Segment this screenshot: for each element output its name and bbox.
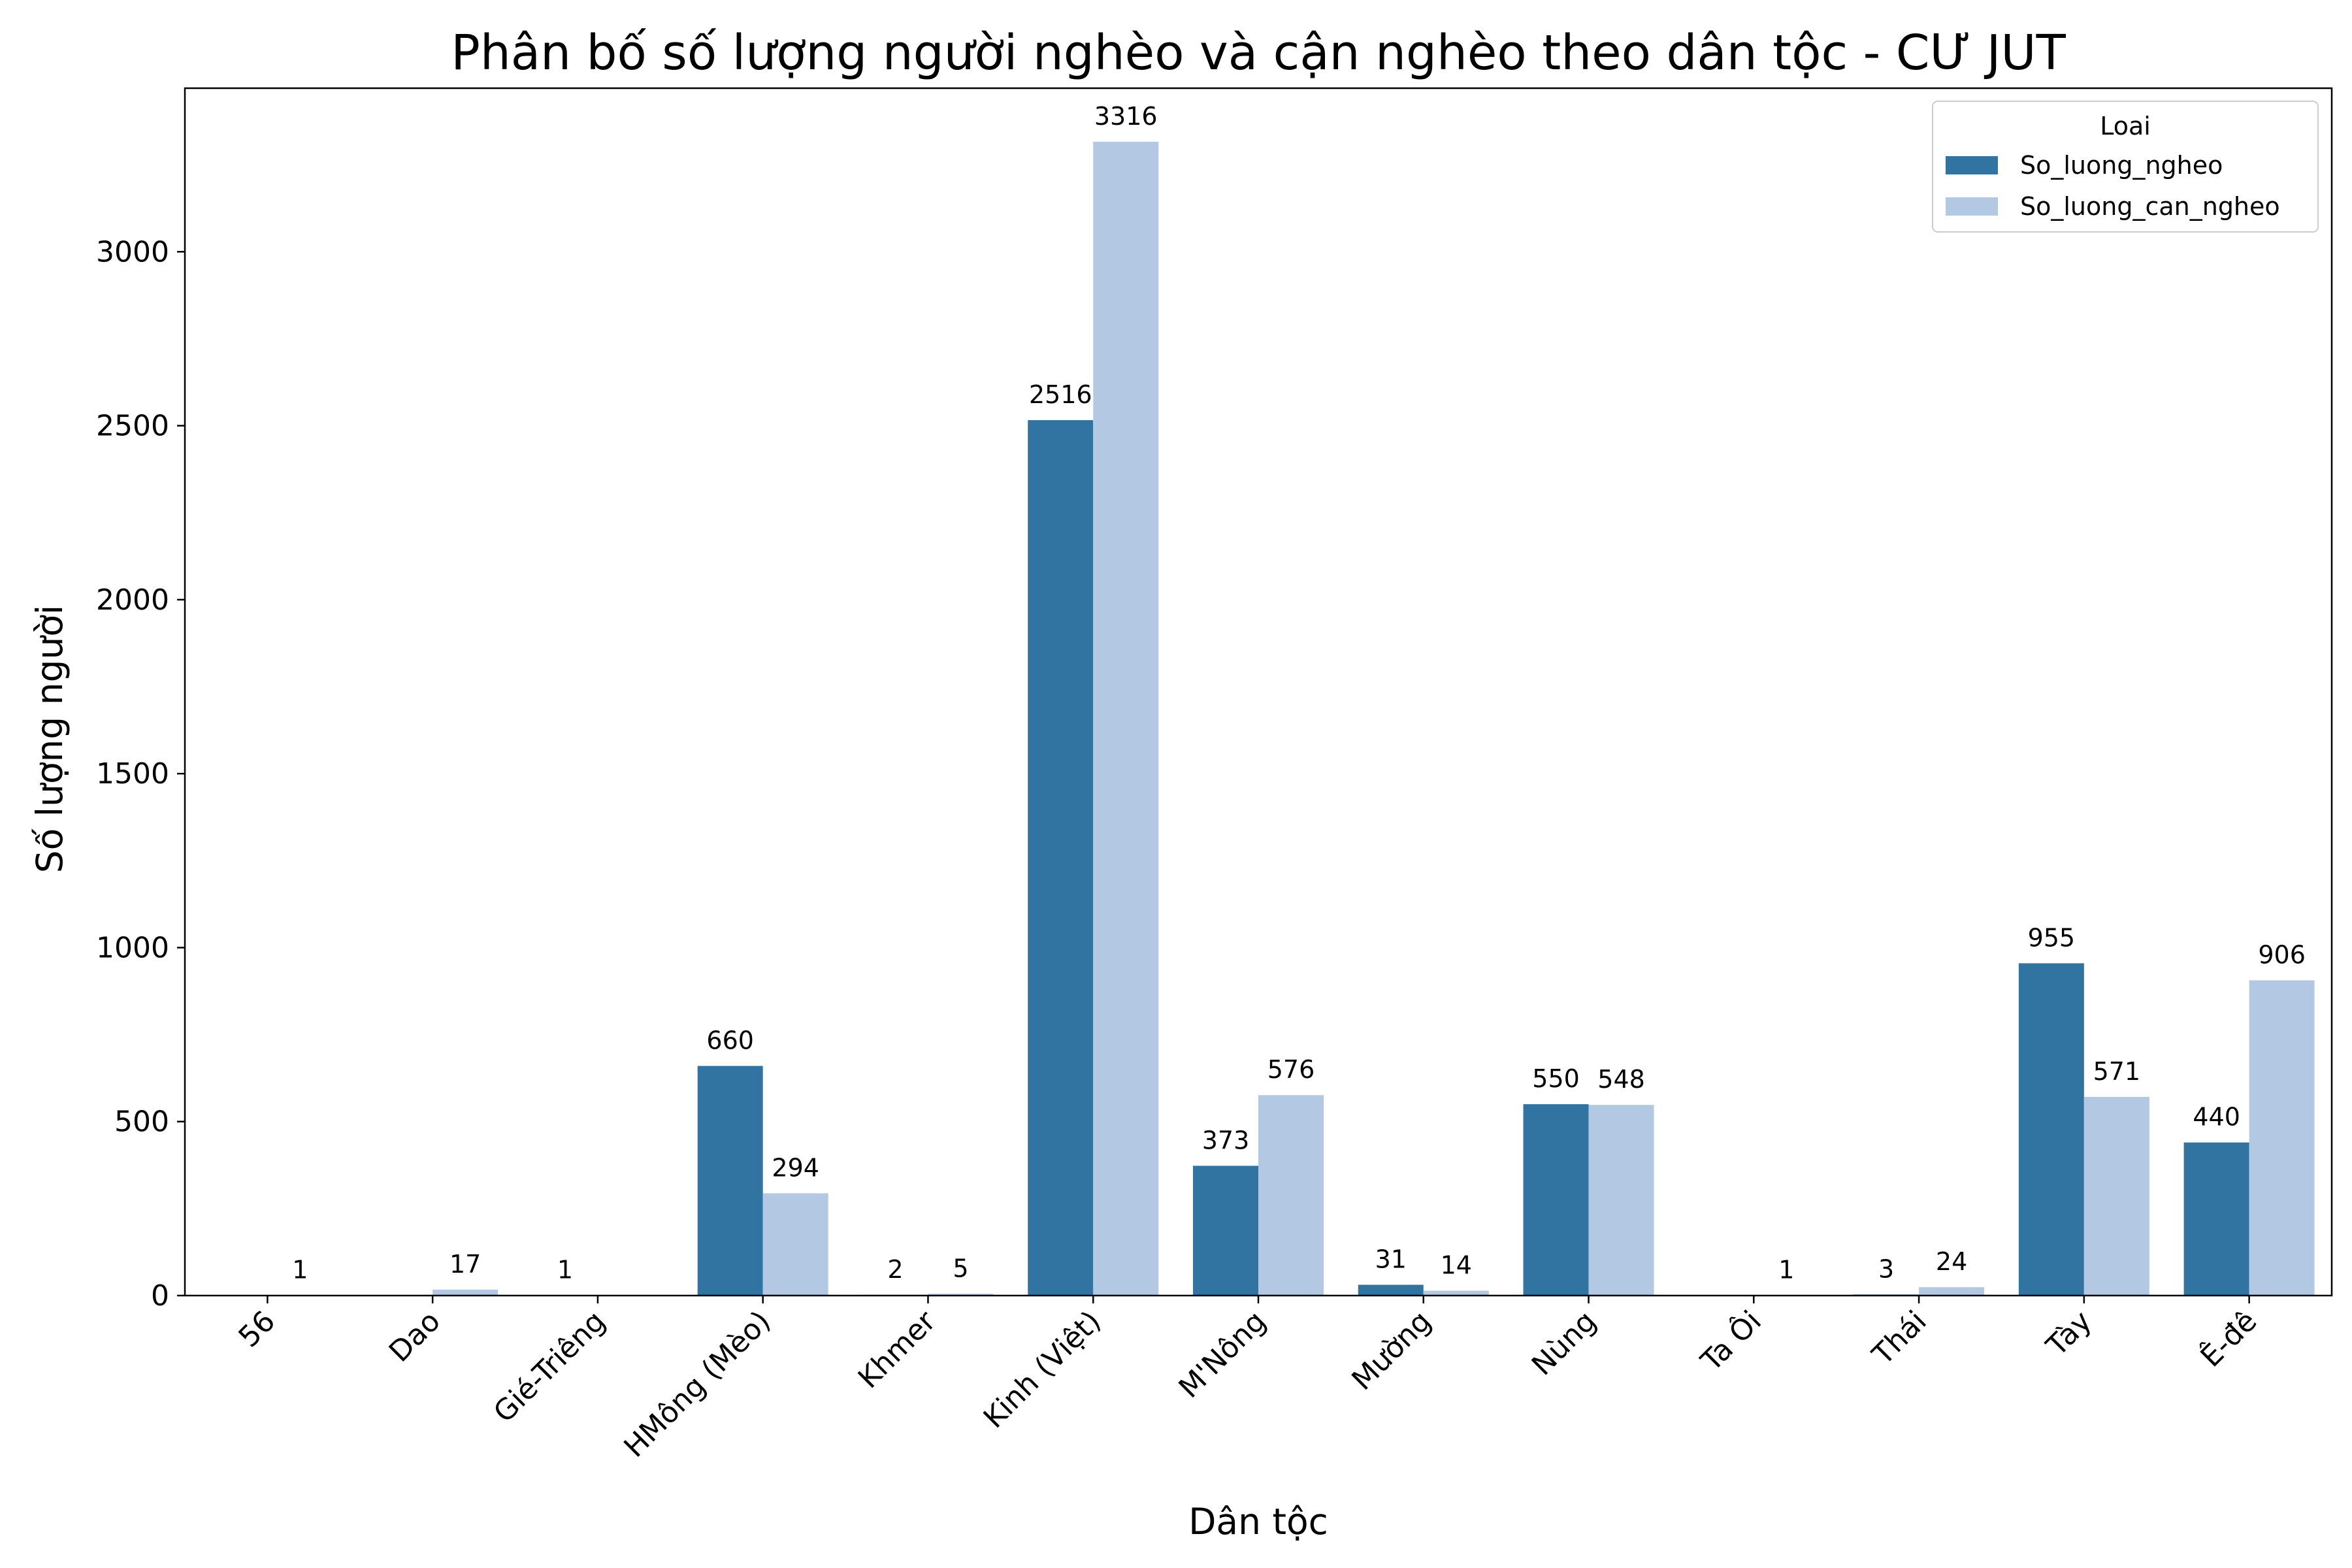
y-tick-label-1500: 1500: [96, 757, 169, 791]
data-label-so-luong-ngheo-nung: 550: [1532, 1064, 1580, 1093]
data-labels-layer: 1 17 1 660 294 2 5 2516 3316 373 576 31 14 550 548 1 3 24…: [292, 102, 2306, 1284]
x-tick-label-thai: Thái: [1866, 1305, 1933, 1372]
bar-so-luong-can-ngheo-m-nong: [1258, 1095, 1324, 1296]
y-tick-label-1000: 1000: [96, 931, 169, 964]
x-tick-label-kinh-viet: Kinh (Việt): [977, 1305, 1107, 1435]
legend-label-so-luong-ngheo: So_luong_ngheo: [2020, 151, 2223, 180]
x-axis-label: Dân tộc: [1188, 1501, 1328, 1543]
bar-so-luong-can-ngheo-e-e: [2249, 980, 2315, 1296]
bars-layer: [267, 142, 2315, 1296]
legend: Loai So_luong_ngheo So_luong_can_ngheo: [1932, 101, 2319, 233]
data-label-so-luong-can-ngheo-56: 1: [292, 1255, 308, 1284]
bar-so-luong-ngheo-e-e: [2183, 1142, 2249, 1296]
y-tick-label-500: 500: [114, 1105, 169, 1139]
bar-so-luong-can-ngheo-tay: [2083, 1096, 2149, 1296]
bar-so-luong-ngheo-kinh-viet: [1028, 420, 1094, 1296]
data-label-so-luong-can-ngheo-nung: 548: [1597, 1065, 1645, 1094]
data-label-so-luong-can-ngheo-thai: 24: [1936, 1247, 1967, 1276]
plot-frame: [184, 87, 2333, 1297]
data-label-so-luong-can-ngheo-m-nong: 576: [1267, 1055, 1315, 1084]
data-label-so-luong-can-ngheo-dao: 17: [449, 1250, 481, 1279]
bar-so-luong-can-ngheo-nung: [1588, 1105, 1654, 1296]
bar-so-luong-ngheo-tay: [2018, 963, 2084, 1296]
data-label-so-luong-can-ngheo-muong: 14: [1441, 1251, 1472, 1280]
bar-so-luong-can-ngheo-dao: [433, 1289, 498, 1296]
y-tick-label-2500: 2500: [96, 410, 169, 443]
bar-so-luong-ngheo-muong: [1358, 1284, 1424, 1296]
bar-so-luong-ngheo-nung: [1523, 1104, 1589, 1296]
data-label-so-luong-ngheo-e-e: 440: [2193, 1103, 2240, 1132]
chart-title: Phân bố số lượng người nghèo và cận nghè…: [451, 25, 2066, 81]
bar-so-luong-can-ngheo-hmong-meo: [762, 1193, 828, 1296]
bar-so-luong-can-ngheo-muong: [1423, 1290, 1489, 1296]
data-label-so-luong-can-ngheo-kinh-viet: 3316: [1094, 102, 1158, 131]
x-tick-label-tay: Tày: [2040, 1305, 2099, 1364]
data-label-so-luong-ngheo-tay: 955: [2028, 923, 2076, 952]
legend-box: [1932, 101, 2319, 233]
bar-so-luong-can-ngheo-thai: [1919, 1287, 1985, 1296]
x-tick-label-ta-oi: Ta Ôi: [1693, 1303, 1768, 1378]
data-label-so-luong-ngheo-m-nong: 373: [1202, 1126, 1250, 1154]
data-label-so-luong-ngheo-thai: 3: [1878, 1254, 1894, 1283]
ticks-layer: 56 Dao Gié-Triêng HMông (Mèo) Khmer Kinh (Việ…: [96, 235, 2263, 1463]
x-tick-label-56: 56: [233, 1305, 282, 1354]
x-tick-label-nung: Nùng: [1526, 1305, 1603, 1382]
y-tick-label-2000: 2000: [96, 583, 169, 617]
legend-swatch-so-luong-ngheo: [1946, 156, 1998, 174]
y-axis-label: Số lượng người: [29, 605, 71, 874]
data-label-so-luong-ngheo-gie-trieng: 1: [557, 1255, 573, 1284]
data-label-so-luong-ngheo-hmong-meo: 660: [706, 1026, 754, 1055]
data-label-so-luong-ngheo-khmer: 2: [887, 1255, 903, 1284]
x-tick-label-hmong-meo: HMông (Mèo): [617, 1305, 777, 1464]
x-tick-label-khmer: Khmer: [852, 1304, 943, 1395]
legend-swatch-so-luong-can-ngheo: [1946, 197, 1998, 216]
x-tick-label-dao: Dao: [383, 1305, 447, 1369]
bar-so-luong-can-ngheo-khmer: [928, 1294, 994, 1296]
x-tick-label-e-e: Ê-đê: [2193, 1303, 2263, 1373]
data-label-so-luong-can-ngheo-ta-oi: 1: [1778, 1255, 1794, 1284]
y-tick-label-3000: 3000: [96, 235, 169, 269]
x-tick-label-muong: Mường: [1345, 1305, 1437, 1397]
legend-title: Loai: [2100, 112, 2151, 140]
data-label-so-luong-can-ngheo-khmer: 5: [953, 1254, 968, 1282]
data-label-so-luong-can-ngheo-tay: 571: [2093, 1057, 2141, 1086]
bar-so-luong-can-ngheo-kinh-viet: [1093, 142, 1159, 1296]
y-tick-label-0: 0: [151, 1279, 169, 1313]
legend-label-so-luong-can-ngheo: So_luong_can_ngheo: [2020, 192, 2280, 221]
bar-so-luong-ngheo-m-nong: [1193, 1166, 1258, 1296]
data-label-so-luong-ngheo-muong: 31: [1375, 1245, 1407, 1273]
x-tick-label-gie-trieng: Gié-Triêng: [487, 1305, 612, 1429]
data-label-so-luong-can-ngheo-e-e: 906: [2258, 940, 2306, 969]
x-tick-label-m-nong: M'Nông: [1173, 1305, 1273, 1405]
data-label-so-luong-ngheo-kinh-viet: 2516: [1029, 380, 1092, 409]
bar-so-luong-ngheo-hmong-meo: [697, 1066, 763, 1296]
data-label-so-luong-can-ngheo-hmong-meo: 294: [772, 1153, 819, 1182]
